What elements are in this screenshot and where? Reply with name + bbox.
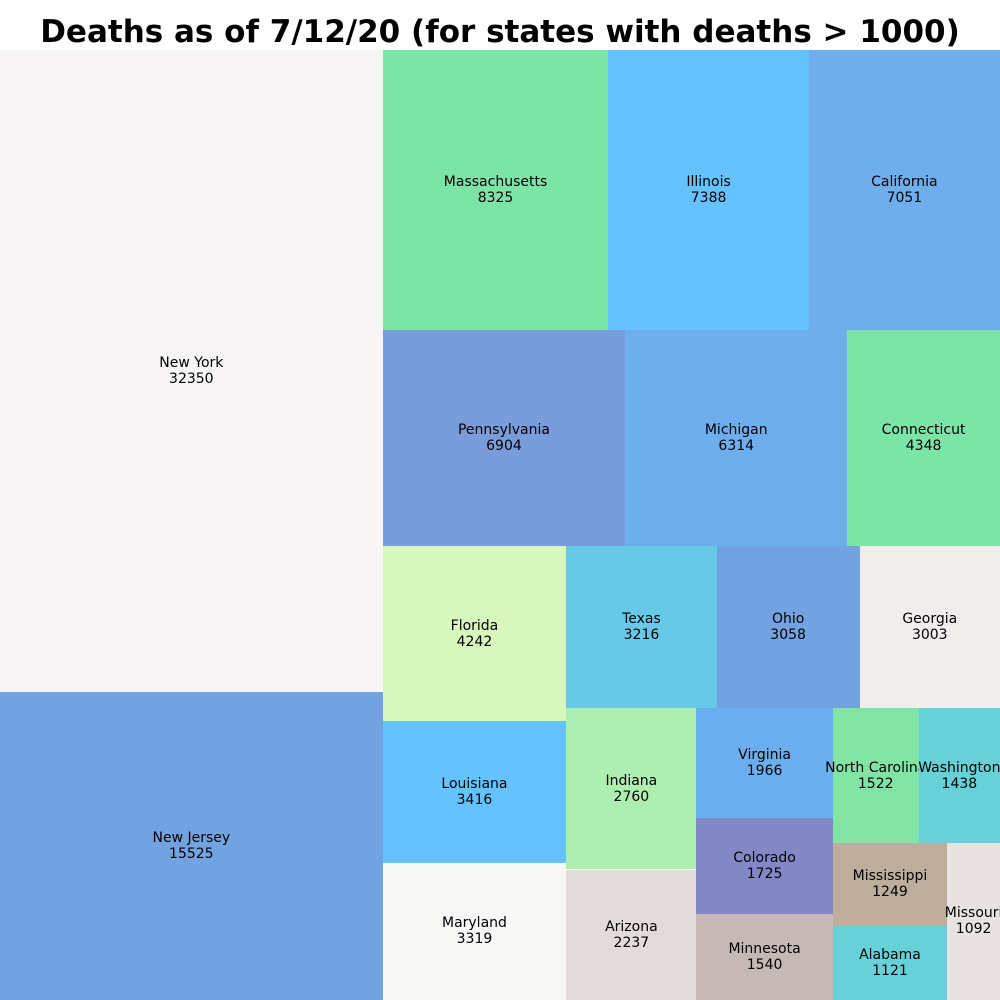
death-count: 1092 — [955, 921, 992, 938]
death-count: 15525 — [169, 845, 214, 862]
treemap-tile-new-jersey: New Jersey 15525 — [0, 691, 383, 1000]
death-count: 1249 — [872, 884, 908, 901]
death-count: 6904 — [486, 438, 522, 455]
death-count: 3058 — [770, 627, 806, 644]
tile-label: Illinois 7388 — [686, 174, 730, 206]
death-count: 3416 — [456, 792, 493, 809]
state-name: Arizona — [605, 918, 658, 935]
death-count: 8325 — [477, 190, 514, 206]
state-name: Washington — [918, 759, 1000, 776]
state-name: Texas — [622, 611, 661, 628]
tile-label: New Jersey 15525 — [152, 830, 230, 862]
treemap-tile-mississippi: Mississippi 1249 — [832, 842, 948, 926]
state-name: Colorado — [733, 850, 796, 867]
treemap-tile-massachusetts: Massachusetts 8325 — [382, 50, 609, 330]
tile-label: Texas 3216 — [622, 611, 661, 643]
state-name: Alabama — [859, 946, 921, 963]
state-name: New Jersey — [152, 829, 231, 846]
treemap-tile-pennsylvania: Pennsylvania 6904 — [382, 330, 626, 547]
tile-label: Florida 4242 — [451, 618, 499, 650]
state-name: Illinois — [686, 174, 731, 190]
death-count: 2237 — [613, 934, 650, 951]
state-name: Missouri — [944, 905, 1000, 922]
state-name: Connecticut — [881, 422, 966, 439]
state-name: Ohio — [771, 611, 805, 628]
treemap-tile-colorado: Colorado 1725 — [696, 818, 833, 915]
tile-label: North Carolina 1522 — [825, 760, 926, 792]
tile-label: Washington 1438 — [918, 760, 1000, 792]
treemap-tile-arizona: Arizona 2237 — [566, 869, 697, 1000]
tile-label: Alabama 1121 — [859, 947, 921, 979]
treemap-tile-michigan: Michigan 6314 — [625, 330, 848, 547]
treemap-tile-alabama: Alabama 1121 — [832, 925, 948, 1000]
state-name: Mississippi — [852, 868, 928, 885]
state-name: New York — [159, 354, 224, 371]
death-count: 1725 — [746, 866, 783, 883]
treemap-tile-new-york: New York 32350 — [0, 50, 383, 692]
treemap-tile-georgia: Georgia 3003 — [859, 546, 1000, 709]
treemap-tile-illinois: Illinois 7388 — [608, 50, 809, 330]
death-count: 1522 — [857, 775, 894, 792]
death-count: 7388 — [690, 190, 727, 206]
death-count: 3003 — [911, 627, 948, 644]
tile-label: New York 32350 — [159, 355, 223, 387]
treemap-tile-connecticut: Connecticut 4348 — [847, 330, 1000, 547]
state-name: Pennsylvania — [457, 422, 550, 439]
treemap-tile-california: California 7051 — [808, 50, 1000, 330]
treemap-tile-virginia: Virginia 1966 — [696, 708, 833, 819]
treemap-tile-washington: Washington 1438 — [918, 708, 1000, 843]
state-name: California — [871, 174, 938, 190]
tile-label: Missouri 1092 — [945, 905, 1000, 937]
tile-label: California 7051 — [871, 174, 937, 206]
death-count: 6314 — [718, 438, 755, 455]
state-name: Maryland — [441, 915, 507, 932]
death-count: 1540 — [746, 957, 783, 974]
tile-label: Louisiana 3416 — [441, 776, 507, 808]
state-name: Georgia — [902, 611, 958, 628]
death-count: 1438 — [941, 775, 978, 792]
treemap-tile-louisiana: Louisiana 3416 — [382, 721, 567, 863]
tile-label: Arizona 2237 — [605, 919, 658, 951]
death-count: 3216 — [623, 627, 660, 644]
treemap-tile-minnesota: Minnesota 1540 — [696, 914, 833, 1000]
state-name: Florida — [450, 617, 499, 634]
state-name: Indiana — [605, 772, 658, 789]
tile-label: Maryland 3319 — [442, 915, 507, 947]
tile-label: Virginia 1966 — [738, 747, 791, 779]
tile-label: Minnesota 1540 — [728, 941, 800, 973]
treemap-tile-indiana: Indiana 2760 — [566, 708, 697, 870]
chart-title: Deaths as of 7/12/20 (for states with de… — [40, 14, 960, 50]
state-name: Minnesota — [728, 941, 801, 958]
state-name: North Carolina — [825, 759, 927, 776]
treemap-tile-florida: Florida 4242 — [382, 546, 567, 722]
tile-label: Ohio 3058 — [770, 611, 806, 643]
tile-label: Michigan 6314 — [705, 422, 768, 454]
treemap-tile-north-carolina: North Carolina 1522 — [825, 708, 926, 843]
death-count: 7051 — [886, 190, 923, 206]
treemap-tile-ohio: Ohio 3058 — [716, 546, 860, 709]
tile-label: Massachusetts 8325 — [444, 174, 547, 206]
tile-label: Pennsylvania 6904 — [458, 422, 550, 454]
tile-label: Connecticut 4348 — [882, 422, 966, 454]
state-name: Massachusetts — [443, 174, 548, 190]
tile-label: Indiana 2760 — [605, 773, 657, 805]
death-count: 1966 — [746, 763, 783, 780]
treemap-tile-maryland: Maryland 3319 — [382, 862, 567, 1000]
treemap-tile-texas: Texas 3216 — [566, 546, 717, 709]
death-count: 32350 — [169, 370, 214, 387]
death-count: 4348 — [905, 438, 942, 455]
death-count: 3319 — [456, 931, 493, 948]
state-name: Louisiana — [441, 776, 508, 793]
tile-label: Mississippi 1249 — [853, 868, 928, 900]
treemap-tile-missouri: Missouri 1092 — [945, 842, 1000, 1000]
death-count: 4242 — [456, 633, 493, 650]
state-name: Virginia — [738, 747, 791, 764]
death-count: 1121 — [872, 962, 908, 979]
state-name: Michigan — [704, 422, 768, 439]
tile-label: Georgia 3003 — [902, 611, 957, 643]
tile-label: Colorado 1725 — [733, 850, 796, 882]
death-count: 2760 — [613, 788, 650, 805]
treemap: New York 32350 New Jersey 15525 Massachusett… — [0, 50, 1000, 1000]
